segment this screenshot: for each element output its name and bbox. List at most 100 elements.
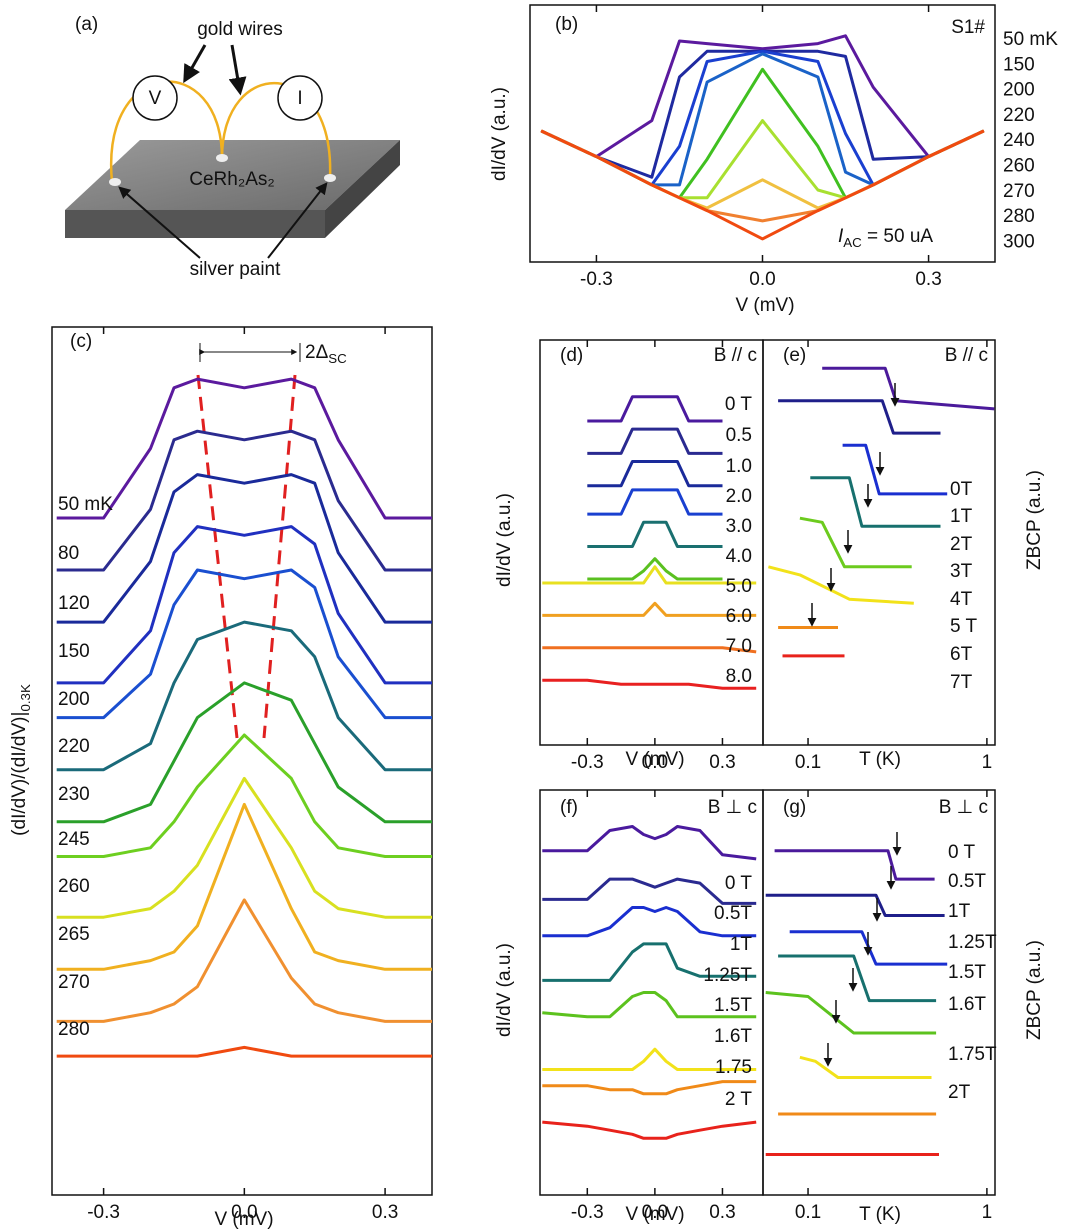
series-label: 270: [1003, 181, 1035, 202]
data-line: [778, 399, 941, 435]
series-label: 200: [1003, 80, 1035, 101]
text-part: I: [838, 226, 844, 247]
series-label: 1.75: [715, 1057, 752, 1078]
annotation: S1#: [951, 17, 985, 38]
series-label: 3T: [950, 561, 973, 582]
series-label: 220: [1003, 105, 1035, 126]
data-line: [587, 557, 723, 581]
series-label: 1.75T: [948, 1044, 997, 1065]
data-line: [542, 646, 757, 654]
plot-frame: [51, 326, 433, 1196]
x-tick-label: 1: [982, 1202, 993, 1223]
data-line: [768, 565, 914, 605]
data-line: [842, 443, 948, 496]
series-label: 2T: [950, 534, 973, 555]
series-label: 0.5T: [948, 871, 986, 892]
x-axis-label: V (mV): [625, 1204, 684, 1225]
series-label: 5 T: [950, 616, 978, 637]
voltmeter-label: V: [149, 88, 162, 109]
data-line: [587, 427, 723, 455]
annotation: B ⊥ c: [708, 797, 757, 818]
text-part: AC: [843, 235, 862, 250]
series-label: 6.0: [726, 606, 752, 627]
series-label: 280: [58, 1019, 90, 1040]
sample-label: CeRh₂As₂: [189, 169, 275, 190]
x-tick-label: 0.0: [749, 269, 775, 290]
series-label: 7.0: [726, 636, 752, 657]
x-tick-label: -0.3: [580, 269, 613, 290]
voltmeter: [132, 75, 178, 121]
x-tick-label: 0.1: [795, 1202, 821, 1223]
panel-label: (e): [783, 345, 806, 366]
series-label: 1T: [730, 934, 753, 955]
series-label: 0 T: [948, 842, 976, 863]
series-label: 2.0: [726, 486, 752, 507]
gap-dash: [196, 374, 239, 739]
data-line: [56, 733, 432, 858]
series-label: 8.0: [726, 666, 752, 687]
x-tick-label: 0.0: [642, 752, 668, 773]
series-label: 0 T: [725, 873, 753, 894]
series-label: 200: [58, 689, 90, 710]
data-line: [778, 954, 937, 1003]
panel-label: (d): [560, 345, 583, 366]
data-line: [774, 849, 935, 881]
x-tick-label: 0.3: [915, 269, 941, 290]
series-label: 1T: [950, 506, 973, 527]
series-label: 0 T: [725, 394, 753, 415]
x-tick-label: 0.3: [372, 1202, 398, 1223]
silver-dot: [324, 174, 336, 182]
series-label: 230: [58, 784, 90, 805]
series-label: 80: [58, 543, 79, 564]
plot-frame: [762, 789, 996, 1196]
x-axis-label: V (mV): [735, 295, 794, 316]
y-axis-label: ZBCP (a.u.): [1024, 470, 1045, 570]
x-tick-label: -0.3: [571, 1202, 604, 1223]
panel-label: (a): [75, 14, 98, 35]
data-line: [799, 1055, 932, 1079]
series-label: 5.0: [726, 576, 752, 597]
data-line: [56, 429, 432, 572]
series-label: 220: [58, 736, 90, 757]
series-label: 4T: [950, 589, 973, 610]
data-line: [765, 893, 945, 917]
series-label: 245: [58, 829, 90, 850]
y-axis-label: dI/dV (a.u.): [494, 943, 515, 1037]
data-line: [822, 366, 995, 411]
text-part: 2Δ: [305, 342, 329, 363]
data-line: [56, 898, 432, 1023]
series-label: 270: [58, 972, 90, 993]
x-axis-label: T (K): [859, 749, 901, 770]
y-axis-label: dI/dV (a.u.): [494, 493, 515, 587]
data-line: [56, 1045, 432, 1058]
x-tick-label: 0.0: [642, 1202, 668, 1223]
series-label: 1.6T: [714, 1026, 752, 1047]
data-line: [765, 991, 937, 1035]
series-label: 0.5: [726, 425, 752, 446]
data-line: [540, 129, 985, 241]
data-line: [542, 678, 757, 690]
series-label: 1.6T: [948, 994, 986, 1015]
panel-label: (b): [555, 14, 578, 35]
series-label: 50 mK: [1003, 29, 1058, 50]
annotation: B // c: [945, 345, 988, 366]
series-label: 1.0: [726, 456, 752, 477]
y-axis-label: dI/dV (a.u.): [489, 87, 510, 181]
data-line: [56, 620, 432, 772]
series-label: 0.5T: [714, 903, 752, 924]
text-part: SC: [328, 351, 347, 366]
series-label: 260: [1003, 156, 1035, 177]
series-label: 50 mK: [58, 494, 113, 515]
x-axis-label: V (mV): [625, 749, 684, 770]
series-label: 1.5T: [714, 995, 752, 1016]
text-part: 0.3K: [18, 684, 33, 711]
x-axis-label: V (mV): [214, 1209, 273, 1230]
series-label: 260: [58, 876, 90, 897]
series-label: 6T: [950, 644, 973, 665]
data-line: [542, 1080, 757, 1096]
data-line: [799, 516, 912, 569]
gap-guides: [196, 343, 301, 739]
data-line: [542, 991, 757, 1019]
data-line: [56, 776, 432, 919]
